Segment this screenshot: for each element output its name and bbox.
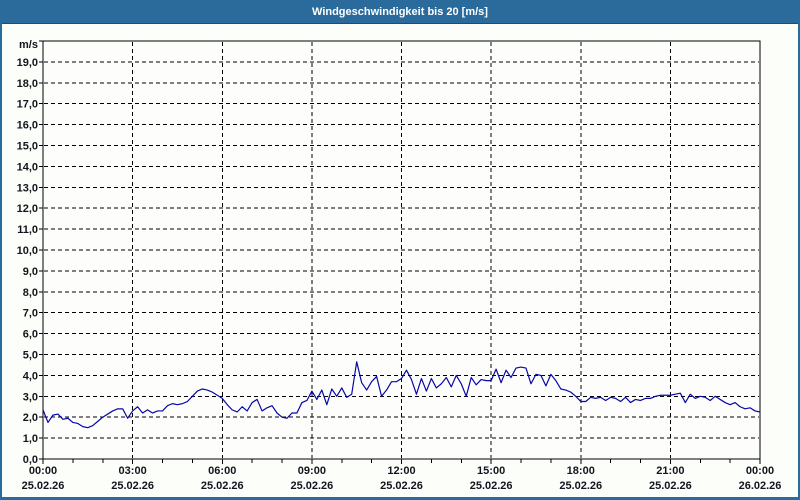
y-axis-tick-label: 5,0: [23, 350, 38, 362]
x-axis-date-label: 25.02.26: [290, 480, 333, 492]
y-axis-tick-label: 10,0: [17, 245, 38, 257]
x-axis-time-label: 09:00: [298, 465, 326, 477]
y-axis-tick-label: 16,0: [17, 120, 38, 132]
x-axis-time-label: 21:00: [656, 465, 684, 477]
y-axis-tick-label: 11,0: [17, 224, 38, 236]
x-axis-date-label: 25.02.26: [559, 480, 602, 492]
y-axis-tick-label: 15,0: [17, 141, 38, 153]
x-axis-date-label: 25.02.26: [111, 480, 154, 492]
wind-speed-line: [42, 361, 761, 429]
x-axis-time-label: 03:00: [119, 465, 147, 477]
y-axis-tick-label: 19,0: [17, 57, 38, 69]
x-axis-date-label: 25.02.26: [22, 480, 65, 492]
y-axis-tick-label: 3,0: [23, 391, 38, 403]
y-axis-tick-label: 6,0: [23, 329, 38, 341]
y-axis-tick-label: 2,0: [23, 412, 38, 424]
x-axis-time-label: 06:00: [208, 465, 236, 477]
window-title: Windgeschwindigkeit bis 20 [m/s]: [312, 6, 488, 18]
y-axis-tick-label: 12,0: [17, 203, 38, 215]
x-axis-date-label: 25.02.26: [201, 480, 244, 492]
x-axis-time-label: 00:00: [29, 465, 57, 477]
x-axis-date-label: 25.02.26: [380, 480, 423, 492]
y-axis-tick-label: 4,0: [23, 370, 38, 382]
x-axis-time-label: 15:00: [477, 465, 505, 477]
y-axis-tick-label: 18,0: [17, 78, 38, 90]
window-titlebar: Windgeschwindigkeit bis 20 [m/s]: [2, 2, 798, 24]
x-axis-date-label: 25.02.26: [470, 480, 513, 492]
y-axis-tick-label: 7,0: [23, 308, 38, 320]
y-axis-tick-label: 14,0: [17, 161, 38, 173]
x-axis-date-label: 26.02.26: [739, 480, 782, 492]
y-axis-tick-label: 1,0: [23, 433, 38, 445]
y-axis-tick-label: 17,0: [17, 99, 38, 111]
x-axis-date-label: 25.02.26: [649, 480, 692, 492]
y-axis-tick-label: 0,0: [23, 454, 38, 466]
y-axis-tick-label: 9,0: [23, 266, 38, 278]
y-axis-unit-label: m/s: [19, 39, 38, 51]
x-axis-time-label: 18:00: [567, 465, 595, 477]
y-axis-tick-label: 13,0: [17, 182, 38, 194]
y-axis-tick-label: 8,0: [23, 287, 38, 299]
x-axis-time-label: 12:00: [387, 465, 415, 477]
x-axis-time-label: 00:00: [746, 465, 774, 477]
